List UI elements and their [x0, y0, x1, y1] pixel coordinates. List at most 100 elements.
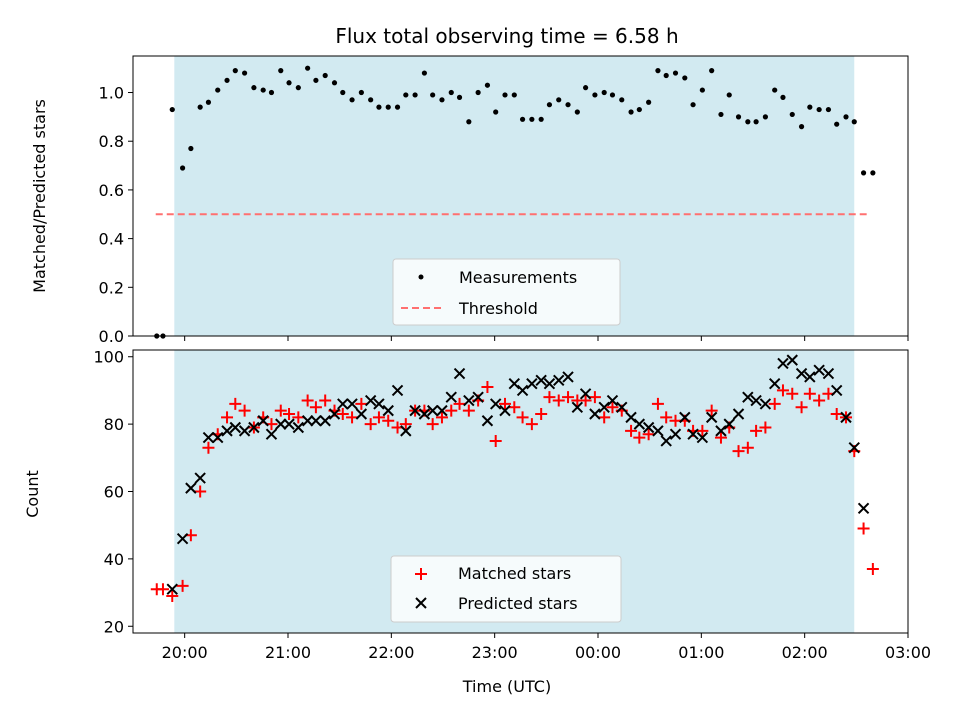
predicted-star-point	[499, 404, 511, 417]
count-panel: 20 40 60 80 100 20:00 21:00 22:00 23:00 00:00 01:…	[23, 348, 931, 696]
predicted-star-point	[687, 428, 699, 440]
predicted-star-point	[795, 367, 808, 380]
predicted-star-point	[526, 377, 538, 390]
matched-star-point	[642, 428, 655, 441]
matched-star-point	[453, 397, 466, 410]
legend-measurements-label: Measurements	[459, 268, 577, 287]
measurement-point	[385, 104, 391, 110]
measurement-point	[331, 80, 338, 86]
x-tick-label: 01:00	[678, 643, 724, 662]
measurement-point	[807, 104, 813, 110]
predicted-star-point	[194, 472, 206, 484]
legend-matched-marker	[415, 568, 427, 580]
measurement-point	[475, 89, 481, 96]
matched-star-point	[481, 381, 494, 394]
measurement-point	[268, 89, 275, 96]
measurement-point	[448, 89, 454, 96]
matched-star-point	[283, 408, 296, 421]
top-axes-frame	[132, 55, 909, 337]
measurement-point	[251, 85, 257, 91]
predicted-star-point	[562, 371, 574, 383]
bottom-y-tick-label: 40	[104, 550, 124, 569]
matched-star-point	[606, 401, 619, 414]
x-tick-label: 22:00	[368, 643, 414, 662]
matched-star-point	[562, 391, 575, 404]
predicted-star-point	[616, 401, 628, 413]
predicted-star-point	[355, 408, 368, 420]
measurement-point	[789, 111, 795, 118]
measurement-point	[690, 102, 696, 108]
predicted-star-point	[364, 394, 377, 407]
matched-star-point	[508, 401, 521, 414]
x-axis-label: Time (UTC)	[462, 677, 551, 696]
measurement-point	[412, 92, 418, 98]
measurement-point	[546, 102, 553, 108]
predicted-star-point	[768, 377, 781, 390]
matched-star-point	[813, 394, 826, 407]
bottom-y-tick-label: 60	[104, 483, 124, 502]
predicted-star-point	[598, 401, 610, 413]
matched-star-point	[166, 589, 179, 602]
predicted-star-point	[715, 425, 727, 437]
predicted-star-point	[301, 415, 314, 427]
measurement-point	[834, 121, 840, 127]
matched-star-point	[156, 583, 169, 596]
measurement-point	[726, 92, 732, 98]
measurement-point	[322, 72, 328, 79]
measurement-point	[403, 92, 409, 98]
matched-star-point	[732, 445, 745, 458]
matched-star-point	[274, 404, 287, 417]
predicted-star-point	[185, 482, 197, 494]
predicted-star-point	[723, 418, 735, 430]
predicted-star-point	[669, 428, 682, 440]
matched-star-point	[202, 441, 215, 454]
measurement-point	[663, 72, 669, 79]
matched-star-point	[355, 397, 368, 410]
top-y-tick-label: 0.4	[99, 230, 124, 249]
top-legend-box	[392, 258, 621, 326]
predicted-star-point	[543, 377, 556, 390]
matched-star-point	[426, 418, 439, 431]
predicted-star-point	[328, 408, 341, 420]
predicted-star-point	[742, 391, 754, 403]
measurement-point	[609, 92, 616, 98]
measurement-point	[278, 68, 284, 74]
x-tick-label: 03:00	[885, 643, 931, 662]
matched-star-point	[579, 394, 592, 407]
matched-star-point	[319, 394, 332, 407]
matched-star-point	[543, 391, 556, 404]
measurement-point	[493, 109, 499, 115]
matched-star-point	[435, 411, 448, 424]
top-y-axis-label: Matched/Predicted stars	[30, 99, 49, 293]
bottom-legend-box	[390, 555, 622, 623]
predicted-star-point	[463, 394, 475, 407]
legend-matched-label: Matched stars	[458, 564, 571, 583]
measurement-point	[682, 75, 688, 81]
matched-star-point	[705, 404, 718, 417]
predicted-star-point	[373, 398, 385, 410]
measurement-point	[753, 119, 759, 125]
top-y-ticks: 0.0 0.2 0.4 0.6 0.8 1.0	[99, 84, 133, 346]
predicted-star-point	[813, 364, 825, 376]
measurement-point	[718, 111, 724, 118]
predicted-star-point	[436, 404, 448, 417]
measurement-point	[843, 114, 849, 120]
matched-star-point	[598, 411, 611, 424]
matched-star-point	[309, 401, 322, 414]
measurement-point	[519, 116, 526, 122]
measurement-point	[232, 68, 238, 74]
predicted-star-point	[848, 441, 860, 454]
measurement-point	[439, 97, 445, 103]
predicted-star-point	[759, 398, 772, 410]
matched-star-point	[651, 397, 664, 410]
measurement-point	[421, 70, 427, 76]
measurement-point	[466, 119, 472, 125]
predicted-star-point	[418, 408, 431, 420]
predicted-star-point	[202, 431, 215, 444]
predicted-star-point	[786, 354, 798, 366]
predicted-star-point	[382, 404, 394, 417]
predicted-star-point	[346, 398, 358, 410]
legend-predicted-label: Predicted stars	[458, 594, 578, 613]
predicted-star-point	[400, 425, 412, 437]
matched-star-point	[759, 421, 772, 434]
